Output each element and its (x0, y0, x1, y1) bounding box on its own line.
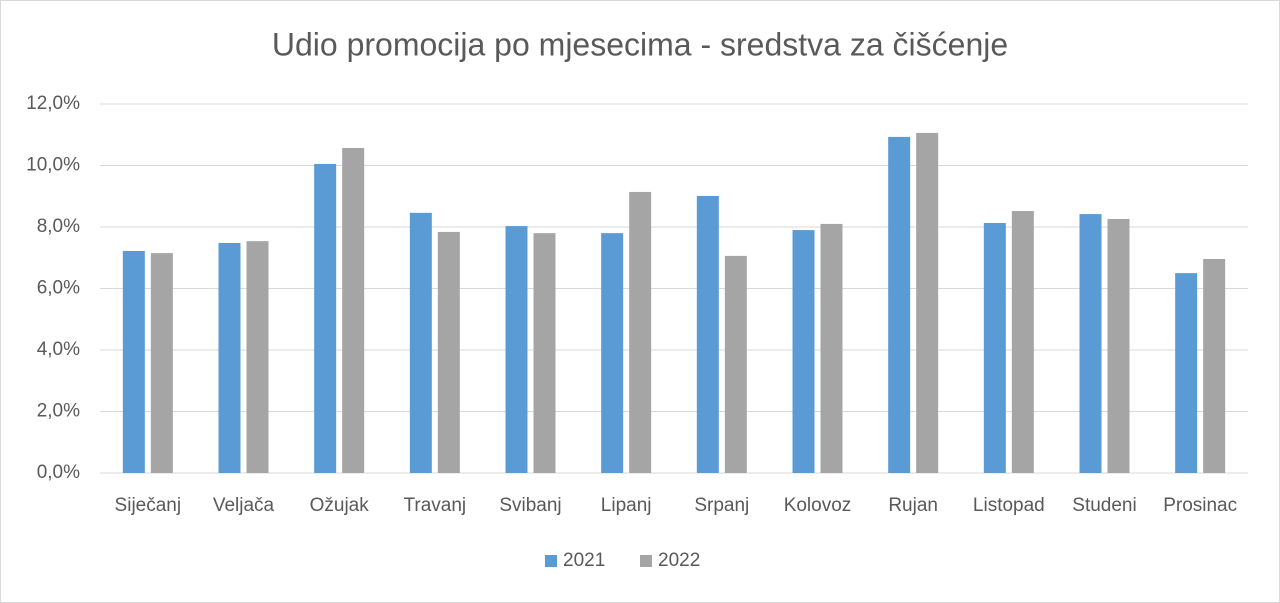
bar (533, 233, 556, 473)
bar (437, 231, 460, 473)
bar (724, 255, 747, 473)
x-tick-label: Listopad (973, 495, 1045, 516)
x-tick-label: Veljača (213, 495, 275, 516)
bar (1079, 214, 1102, 473)
bar (218, 242, 241, 473)
x-tick-label: Kolovoz (784, 495, 852, 516)
bar (1011, 211, 1034, 473)
x-tick-label: Svibanj (499, 495, 561, 516)
x-tick-label: Siječanj (115, 495, 182, 516)
bar (1175, 273, 1198, 473)
bar (888, 136, 911, 473)
bar (1107, 219, 1130, 473)
x-tick-label: Ožujak (310, 495, 370, 516)
legend-label: 2021 (563, 550, 605, 571)
x-tick-label: Lipanj (601, 495, 652, 516)
bar (820, 223, 843, 473)
y-tick-label: 0,0% (37, 462, 80, 483)
bar (983, 223, 1006, 473)
bar (629, 191, 652, 473)
bar (409, 212, 432, 474)
legend-swatch (640, 555, 652, 567)
bar (601, 233, 624, 473)
bar (916, 132, 939, 473)
bar (1203, 258, 1226, 473)
legend-label: 2022 (658, 550, 700, 571)
bar (314, 163, 337, 473)
bar (792, 230, 815, 473)
x-tick-label: Prosinac (1163, 495, 1237, 516)
chart-title: Udio promocija po mjesecima - sredstva z… (272, 26, 1008, 62)
y-tick-label: 8,0% (37, 216, 80, 237)
y-tick-label: 10,0% (26, 155, 80, 176)
y-tick-label: 12,0% (26, 93, 80, 114)
legend-swatch (545, 555, 557, 567)
x-tick-label: Studeni (1072, 495, 1136, 516)
bar (342, 147, 365, 473)
x-tick-label: Travanj (404, 495, 467, 516)
x-tick-label: Rujan (888, 495, 938, 516)
y-tick-label: 6,0% (37, 278, 80, 299)
bar (696, 195, 719, 473)
x-tick-label: Srpanj (694, 495, 749, 516)
y-tick-label: 2,0% (37, 401, 80, 422)
bar (122, 250, 145, 473)
y-tick-label: 4,0% (37, 339, 80, 360)
bar (150, 253, 173, 473)
bar (246, 241, 269, 473)
bar (505, 226, 528, 473)
